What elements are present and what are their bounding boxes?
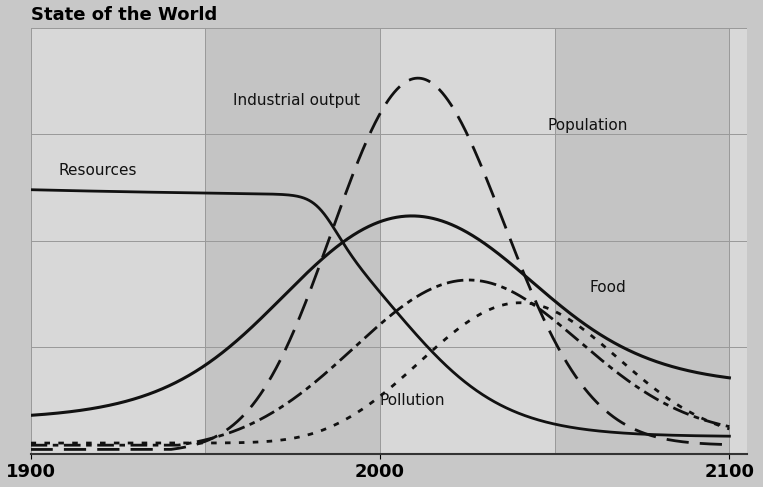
Text: Resources: Resources — [59, 163, 137, 178]
Text: Food: Food — [590, 280, 626, 295]
Text: Pollution: Pollution — [380, 393, 446, 408]
Bar — [380, 28, 555, 454]
Text: State of the World: State of the World — [31, 5, 217, 23]
Text: Population: Population — [548, 118, 628, 133]
Bar — [31, 28, 205, 454]
Bar — [205, 28, 380, 454]
Text: Industrial output: Industrial output — [233, 93, 360, 108]
Bar — [555, 28, 729, 454]
